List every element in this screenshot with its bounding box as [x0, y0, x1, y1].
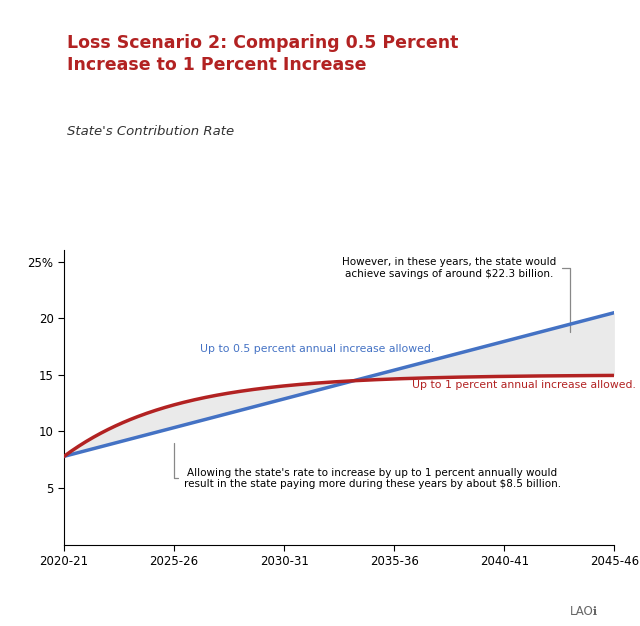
Text: However, in these years, the state would
achieve savings of around $22.3 billion: However, in these years, the state would…: [342, 257, 570, 332]
Text: LAOℹ: LAOℹ: [570, 605, 598, 618]
Text: Figure 9: Figure 9: [12, 7, 77, 21]
Text: Up to 1 percent annual increase allowed.: Up to 1 percent annual increase allowed.: [412, 380, 636, 390]
Text: Allowing the state's rate to increase by up to 1 percent annually would
result i: Allowing the state's rate to increase by…: [174, 443, 561, 490]
Text: Up to 0.5 percent annual increase allowed.: Up to 0.5 percent annual increase allowe…: [200, 344, 435, 354]
Text: Loss Scenario 2: Comparing 0.5 Percent
Increase to 1 Percent Increase: Loss Scenario 2: Comparing 0.5 Percent I…: [67, 34, 459, 74]
Text: State's Contribution Rate: State's Contribution Rate: [67, 125, 234, 138]
